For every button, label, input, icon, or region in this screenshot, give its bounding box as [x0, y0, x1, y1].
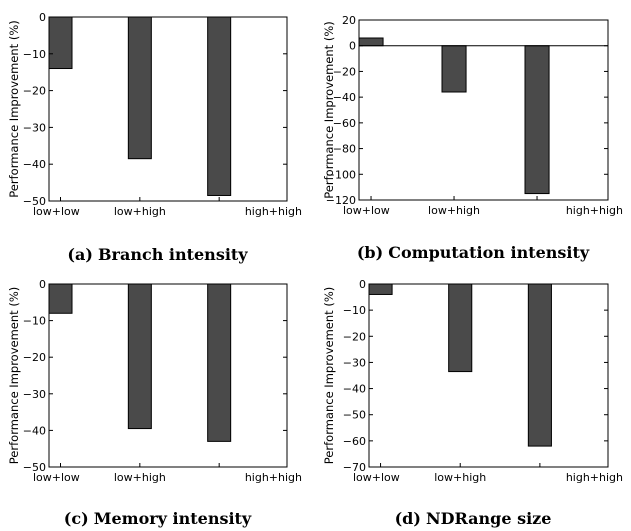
caption-memory-intensity: (c) Memory intensity	[0, 509, 315, 528]
y-tick-label: 0	[39, 278, 46, 291]
x-tick-label: high+high	[245, 205, 302, 218]
plot-frame	[48, 283, 288, 468]
y-tick-label: −40	[333, 91, 356, 104]
caption-title: Branch intensity	[98, 245, 248, 264]
bar-high-high	[527, 283, 552, 447]
y-tick-label: 0	[349, 40, 356, 53]
caption-title: Memory intensity	[93, 509, 252, 528]
bar-low-high	[127, 283, 152, 430]
y-tick-label: −60	[333, 117, 356, 130]
y-axis-label: Performance Improvement (%)	[322, 21, 336, 198]
x-tick-label: low+low	[343, 204, 390, 217]
x-tick-label: low+low	[353, 471, 400, 484]
caption-letter: (b)	[356, 243, 384, 262]
y-tick-label: −20	[343, 330, 366, 343]
chart-panel-branch-intensity: 0 −10 −20 −30 −40 −50 low+low low+high high+high…	[0, 0, 315, 265]
chart-panel-memory-intensity: 0 −10 −20 −30 −40 −50 low+low low+high high+high…	[0, 265, 315, 531]
x-tick-label: low+high	[428, 204, 480, 217]
y-tick-label: −100	[326, 168, 356, 181]
y-tick-label: −70	[343, 461, 366, 474]
caption-letter: (d)	[394, 509, 421, 528]
x-tick-label: low+low	[33, 471, 80, 484]
y-tick-label: 0	[39, 11, 46, 24]
bar-low-low	[358, 37, 384, 47]
y-tick-label: −20	[23, 85, 46, 98]
bar-low-low	[48, 16, 73, 70]
caption-branch-intensity: (a) Branch intensity	[0, 245, 315, 264]
y-tick-label: −80	[333, 143, 356, 156]
y-tick-label: −20	[23, 351, 46, 364]
bar-low-high	[127, 16, 152, 160]
y-tick-label: −20	[333, 65, 356, 78]
y-tick-label: −50	[23, 195, 46, 208]
y-tick-label: −60	[343, 435, 366, 448]
y-tick-label: −40	[23, 158, 46, 171]
y-tick-label: −10	[23, 315, 46, 328]
x-tick-label: low+high	[434, 471, 486, 484]
y-tick-label: −30	[23, 388, 46, 401]
x-tick-label: low+low	[33, 205, 80, 218]
y-tick-label: 20	[342, 14, 356, 27]
bar-low-high	[441, 45, 467, 93]
plot-frame	[358, 19, 609, 201]
y-axis-label: Performance Improvement (%)	[322, 287, 336, 464]
bar-low-low	[48, 283, 73, 314]
y-tick-label: 0	[359, 278, 366, 291]
y-tick-label: −40	[23, 424, 46, 437]
y-tick-label: −120	[326, 194, 356, 207]
y-tick-label: −50	[343, 409, 366, 422]
bar-low-low	[368, 283, 393, 295]
caption-letter: (a)	[67, 245, 93, 264]
y-tick-label: −30	[343, 356, 366, 369]
caption-computation-intensity: (b) Computation intensity	[315, 243, 631, 262]
x-tick-label: low+high	[114, 471, 166, 484]
caption-ndrange-size: (d) NDRange size	[315, 509, 631, 528]
bar-high-high	[207, 283, 232, 442]
y-tick-label: −10	[23, 48, 46, 61]
y-tick-label: −30	[23, 121, 46, 134]
chart-panel-computation-intensity: 20 0 −20 −40 −60 −80 −100 −120 low+low low+high hi…	[315, 0, 631, 265]
y-tick-label: −50	[23, 461, 46, 474]
plot-frame	[368, 283, 609, 468]
bar-high-high	[524, 45, 550, 195]
chart-panel-ndrange-size: 0 −10 −20 −30 −40 −50 −60 −70 low+low low+high hig…	[315, 265, 631, 531]
caption-title: NDRange size	[425, 509, 552, 528]
plot-frame	[48, 16, 288, 202]
bar-low-high	[448, 283, 473, 373]
y-axis-label: Performance Improvement (%)	[7, 287, 21, 464]
caption-title: Computation intensity	[388, 243, 590, 262]
caption-letter: (c)	[63, 509, 89, 528]
y-tick-label: −40	[343, 383, 366, 396]
x-tick-label: high+high	[566, 204, 623, 217]
y-axis-label: Performance Improvement (%)	[7, 20, 21, 197]
bar-high-high	[207, 16, 232, 196]
x-tick-label: high+high	[566, 471, 623, 484]
x-tick-label: high+high	[245, 471, 302, 484]
x-tick-label: low+high	[114, 205, 166, 218]
y-tick-label: −10	[343, 304, 366, 317]
